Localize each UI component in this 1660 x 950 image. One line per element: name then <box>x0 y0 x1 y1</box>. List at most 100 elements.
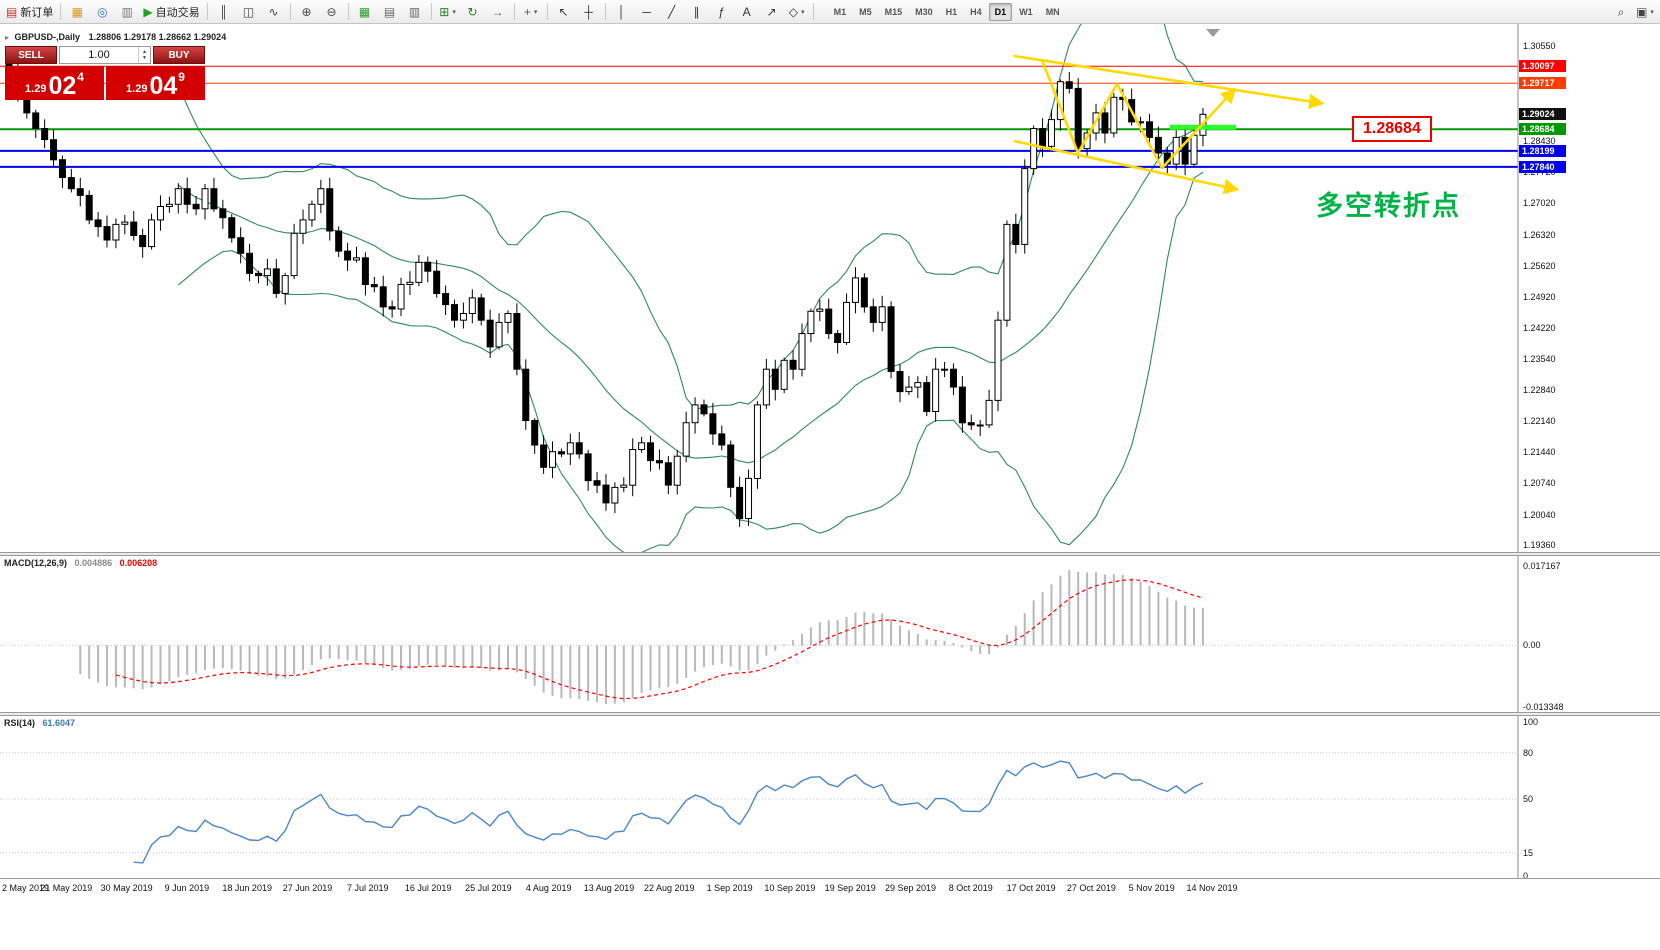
timeframe-mn[interactable]: MN <box>1045 6 1060 17</box>
indicators-icon: + <box>523 4 531 19</box>
timeframe-m15[interactable]: M15 <box>884 6 903 17</box>
zoom-in-icon[interactable]: ⊕ <box>295 2 319 22</box>
date-axis-label: 14 Nov 2019 <box>1186 883 1238 893</box>
new-order-button[interactable]: ▤ 新订单 <box>3 2 56 22</box>
vertical-line-icon: │ <box>617 4 626 19</box>
timeframe-m30[interactable]: M30 <box>915 6 933 17</box>
price-chart-panel[interactable]: ▸ GBPUSD-,Daily 1.28806 1.29178 1.28662 … <box>0 24 1660 552</box>
rsi-axis-label: 100 <box>1523 717 1539 727</box>
volume-increase-icon[interactable]: ▲ <box>142 49 147 55</box>
buy-price-display[interactable]: 1.29 04 9 <box>106 66 205 100</box>
price-level-callout[interactable]: 1.28684 <box>1352 116 1432 142</box>
trendline-icon[interactable]: ╱ <box>660 2 684 22</box>
timeframe-h4[interactable]: H4 <box>970 6 982 17</box>
sell-price-display[interactable]: 1.29 02 4 <box>5 66 104 100</box>
price-axis-label: 1.27020 <box>1523 198 1556 209</box>
date-axis-label: 1 Sep 2019 <box>706 883 753 893</box>
date-axis-label: 30 May 2019 <box>100 883 153 893</box>
symbol-timeframe-label: GBPUSD-,Daily <box>14 32 81 42</box>
volume-stepper[interactable]: ▲ ▼ <box>138 47 150 63</box>
vertical-line-icon[interactable]: │ <box>610 2 634 22</box>
toolbar-separator <box>60 3 62 20</box>
tile-vertical-icon[interactable]: ▥ <box>403 2 427 22</box>
timeframe-h1[interactable]: H1 <box>945 6 958 17</box>
bollinger-lower-band <box>177 171 1204 552</box>
timeframe-m5[interactable]: M5 <box>859 6 872 17</box>
rsi-panel[interactable]: RSI(14) 61.6047 100 80 50 15 0 <box>0 716 1660 881</box>
date-axis-label: 22 Aug 2019 <box>644 883 695 893</box>
sell-button[interactable]: SELL <box>5 46 57 64</box>
crosshair-icon[interactable]: ┼ <box>577 2 601 22</box>
autotrading-button-label: 自动交易 <box>155 6 200 19</box>
chart-title-row: ▸ GBPUSD-,Daily 1.28806 1.29178 1.28662 … <box>5 32 226 42</box>
panel-splitter[interactable] <box>0 552 1660 556</box>
rsi-axis-label: 15 <box>1523 847 1534 858</box>
macd-histogram <box>79 570 1204 705</box>
auto-scroll-icon[interactable]: ↻ <box>461 2 485 22</box>
wedge-lower-trendline[interactable] <box>1013 139 1240 195</box>
cursor-icon[interactable]: ↖ <box>552 2 576 22</box>
macd-axis-label: 0.017167 <box>1523 561 1561 572</box>
price-axis-label: 1.24920 <box>1523 292 1556 303</box>
fibonacci-icon[interactable]: ƒ <box>710 2 734 22</box>
chart-windows-icon-button[interactable]: ▣ ▾ <box>1633 2 1657 22</box>
date-axis-label: 13 Aug 2019 <box>583 883 635 893</box>
chart-shift-marker[interactable] <box>1206 29 1220 37</box>
ohlc-expander-icon[interactable]: ▸ <box>5 33 10 42</box>
wedge-upper-trendline[interactable] <box>1013 54 1325 110</box>
timeframe-d1[interactable]: D1 <box>988 2 1013 21</box>
volume-value[interactable]: 1.00 <box>88 49 110 61</box>
macd-axis-label: -0.013348 <box>1523 701 1564 712</box>
text-label-icon[interactable]: A <box>735 2 759 22</box>
bull-bear-turning-point-note[interactable]: 多空转折点 <box>1316 191 1461 221</box>
price-axis-label: 1.21440 <box>1523 447 1556 458</box>
ohlc-values: 1.28806 1.29178 1.28662 1.29024 <box>88 32 227 42</box>
sell-price-prefix: 1.29 <box>25 83 47 95</box>
price-axis-label: 1.28430 <box>1523 135 1556 146</box>
market-watch-icon[interactable]: ▦ <box>65 2 89 22</box>
timeframe-m1[interactable]: M1 <box>833 6 847 17</box>
toolbar-separator <box>604 3 606 20</box>
chart-shift-icon[interactable]: → <box>486 2 510 22</box>
buy-button[interactable]: BUY <box>153 46 205 64</box>
bollinger-middle-band <box>177 126 1204 464</box>
price-tag-1.28199: 1.28199 <box>1519 144 1566 157</box>
candlestick-chart-canvas[interactable] <box>0 24 1660 552</box>
autotrading-button[interactable]: ▶ 自动交易 <box>140 2 202 22</box>
new-chart-icon[interactable]: ⊞ ▾ <box>436 2 460 22</box>
candlestick-chart-icon[interactable]: ◫ <box>237 2 261 22</box>
price-tag-1.28684: 1.28684 <box>1519 123 1566 136</box>
terminal-icon[interactable]: ▥ <box>115 2 139 22</box>
timeframe-w1[interactable]: W1 <box>1019 6 1033 17</box>
caret-down-icon: ▾ <box>452 8 456 16</box>
autotrading-icon: ▶ <box>143 4 153 19</box>
volume-field[interactable]: 1.00 ▲ ▼ <box>59 46 151 64</box>
search-icon-button[interactable]: ⌕ <box>1609 2 1633 22</box>
tile-vertical-icon: ▥ <box>408 4 421 19</box>
shapes-icon[interactable]: ◇ ▾ <box>785 2 809 22</box>
volume-decrease-icon[interactable]: ▼ <box>142 55 147 61</box>
horizontal-line-icon[interactable]: ─ <box>635 2 659 22</box>
zoom-out-icon[interactable]: ⊖ <box>320 2 344 22</box>
macd-signal-line <box>115 579 1204 700</box>
toolbar-separator <box>513 3 515 20</box>
bar-chart-icon: ║ <box>219 4 228 19</box>
grid-icon[interactable]: ▦ <box>353 2 377 22</box>
zigzag-annotation[interactable] <box>1040 59 1237 170</box>
panel-splitter[interactable] <box>0 712 1660 716</box>
macd-panel[interactable]: MACD(12,26,9) 0.004886 0.006208 0.017167… <box>0 556 1660 712</box>
tile-horizontal-icon[interactable]: ▤ <box>378 2 402 22</box>
date-axis-label: 5 Nov 2019 <box>1128 883 1175 893</box>
profiles-icon[interactable]: ◎ <box>90 2 114 22</box>
line-chart-icon[interactable]: ∿ <box>262 2 286 22</box>
date-axis-label: 19 Sep 2019 <box>824 883 876 893</box>
indicators-icon[interactable]: + ▾ <box>519 2 543 22</box>
rsi-label-row: RSI(14) 61.6047 <box>4 718 75 728</box>
time-axis[interactable]: 2 May 2019 21 May 2019 30 May 2019 9 Jun 20… <box>0 878 1660 950</box>
price-tag-1.29717: 1.29717 <box>1519 77 1566 90</box>
channel-icon[interactable]: ∥ <box>685 2 709 22</box>
date-axis-label: 2 May 2019 <box>2 883 50 893</box>
bar-chart-icon[interactable]: ║ <box>212 2 236 22</box>
candlestick-chart-icon: ◫ <box>242 4 255 19</box>
arrows-icon[interactable]: ↗ <box>760 2 784 22</box>
